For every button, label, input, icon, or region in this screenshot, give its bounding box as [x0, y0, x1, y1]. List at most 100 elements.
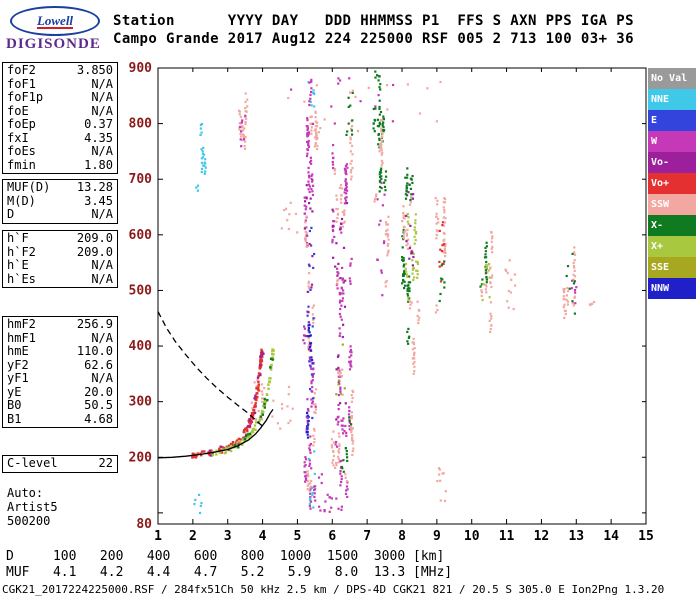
- param-value: N/A: [91, 90, 113, 104]
- y-tick-label: 700: [129, 172, 153, 187]
- param-value: 50.5: [84, 398, 113, 412]
- param-row: fmin 1.80: [3, 157, 117, 173]
- y-tick-label: 300: [129, 395, 153, 410]
- x-tick-label: 6: [328, 529, 336, 544]
- param-value: N/A: [91, 103, 113, 118]
- param-value: 20.0: [84, 384, 113, 399]
- lowell-digisonde-logo: Lowell DIGISONDE: [6, 4, 110, 56]
- legend-item-sse: SSE: [648, 257, 696, 278]
- param-label: yE: [7, 384, 22, 399]
- legend-item-nnw: NNW: [648, 278, 696, 299]
- y-tick-label: 600: [129, 228, 153, 243]
- param-label: h`F2: [7, 244, 36, 259]
- param-label: hmF2: [7, 317, 36, 331]
- x-tick-label: 4: [259, 529, 267, 544]
- param-value: 256.9: [76, 317, 113, 331]
- param-row: foEs N/A: [3, 144, 117, 159]
- param-label: foF1: [7, 76, 36, 91]
- echo-points: [191, 70, 596, 515]
- legend-item-w: W: [648, 131, 696, 152]
- x-tick-label: 9: [433, 529, 441, 544]
- param-label: h`F: [7, 231, 29, 245]
- param-row: hmF1 N/A: [3, 330, 117, 346]
- param-label: fmin: [7, 157, 36, 172]
- y-tick-label: 500: [129, 283, 153, 298]
- param-row: yF2 62.6: [3, 357, 117, 373]
- param-label: C-level: [7, 456, 58, 470]
- autoscaling-info-line: 500200: [7, 514, 51, 528]
- direction-color-legend: No Val NNE E W Vo- Vo+ SSW X- X+ SSE NNW: [648, 68, 696, 299]
- param-row: M(D) 3.45: [3, 193, 117, 209]
- plot-frame: [157, 67, 647, 525]
- param-group: C-level 22: [2, 455, 118, 473]
- param-value: 4.68: [84, 411, 113, 426]
- y-tick-label: 400: [129, 339, 153, 354]
- param-label: foEs: [7, 144, 36, 158]
- y-tick-label: 200: [129, 450, 153, 465]
- param-value: N/A: [91, 207, 113, 221]
- param-label: MUF(D): [7, 180, 51, 194]
- param-value: N/A: [91, 371, 113, 385]
- param-row: hmE 110.0: [3, 344, 117, 359]
- param-group: hmF2 256.9 hmF1 N/A hmE 110.0 yF2 62.6 yF1 N/A yE 2…: [2, 316, 118, 428]
- param-value: 62.6: [84, 357, 113, 372]
- y-tick-label: 800: [129, 117, 153, 132]
- param-label: foF1p: [7, 90, 44, 104]
- param-row: fxI 4.35: [3, 130, 117, 146]
- station-header-fields: Station YYYY DAY DDD HHMMSS P1 FFS S AXN…: [113, 13, 634, 29]
- legend-item-vo-: Vo-: [648, 152, 696, 173]
- param-row: h`F2 209.0: [3, 244, 117, 260]
- param-row: B1 4.68: [3, 411, 117, 427]
- param-row: B0 50.5: [3, 398, 117, 413]
- param-label: foF2: [7, 63, 36, 77]
- param-label: foEp: [7, 117, 36, 131]
- y-tick-label: 900: [129, 61, 153, 76]
- param-row: hmF2 256.9: [3, 317, 117, 332]
- x-tick-label: 7: [363, 529, 371, 544]
- distance-row: D 100 200 400 600 800 1000 1500 3000 [km…: [6, 549, 445, 564]
- param-label: B1: [7, 411, 22, 426]
- x-tick-label: 10: [464, 529, 480, 544]
- x-tick-label: 5: [294, 529, 302, 544]
- legend-item-x-: X-: [648, 215, 696, 236]
- param-value: N/A: [91, 144, 113, 158]
- true-height-profile-curve: [157, 409, 274, 459]
- logo-brand-text: Lowell: [36, 12, 74, 29]
- legend-item-e: E: [648, 110, 696, 131]
- param-value: 3.45: [84, 193, 113, 208]
- muf-row: MUF 4.1 4.2 4.4 4.7 5.2 5.9 8.0 13.3 [MH…: [6, 565, 453, 580]
- param-label: fxI: [7, 130, 29, 145]
- param-label: M(D): [7, 193, 36, 208]
- param-group: MUF(D) 13.28 M(D) 3.45 D N/A: [2, 179, 118, 224]
- param-label: hmF1: [7, 330, 36, 345]
- param-label: B0: [7, 398, 22, 412]
- param-label: yF2: [7, 357, 29, 372]
- model-profile-dashed-curve: [157, 311, 263, 427]
- param-row: foF1p N/A: [3, 90, 117, 105]
- param-value: 209.0: [76, 231, 113, 245]
- param-value: 4.35: [84, 130, 113, 145]
- logo-product-text: DIGISONDE: [6, 36, 101, 52]
- param-value: N/A: [91, 330, 113, 345]
- status-line: CGK21_2017224225000.RSF / 284fx51Ch 50 k…: [2, 583, 665, 596]
- logo-oval: Lowell: [10, 6, 100, 36]
- x-tick-label: 14: [603, 529, 619, 544]
- param-row: yE 20.0: [3, 384, 117, 400]
- x-tick-label: 1: [154, 529, 162, 544]
- param-value: 209.0: [76, 244, 113, 259]
- param-label: D: [7, 207, 15, 221]
- param-row: yF1 N/A: [3, 371, 117, 386]
- param-row: MUF(D) 13.28: [3, 180, 117, 195]
- x-tick-label: 3: [224, 529, 232, 544]
- param-row: h`E N/A: [3, 258, 117, 273]
- param-row: foF2 3.850: [3, 63, 117, 78]
- param-label: yF1: [7, 371, 29, 385]
- legend-item-nne: NNE: [648, 89, 696, 110]
- param-value: 110.0: [76, 344, 113, 358]
- legend-item-ssw: SSW: [648, 194, 696, 215]
- param-value: 13.28: [76, 180, 113, 194]
- param-value: N/A: [91, 258, 113, 272]
- param-label: h`Es: [7, 271, 36, 286]
